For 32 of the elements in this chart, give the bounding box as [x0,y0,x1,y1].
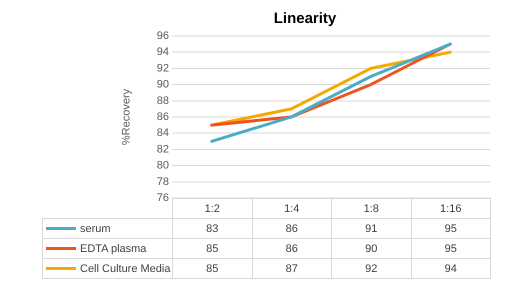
data-label: 90 [332,238,411,258]
data-label: 91 [332,218,411,238]
legend-label: serum [42,218,172,238]
data-label: 95 [411,218,490,238]
legend-label: EDTA plasma [42,238,172,258]
legend-label: Cell Culture Media [42,258,172,278]
y-tick-label: 94 [156,46,169,58]
y-tick-label: 90 [156,78,169,91]
y-axis-title: %Recovery [120,88,133,146]
data-label: 83 [172,218,252,238]
data-label: 94 [411,258,490,278]
y-tick-label: 86 [156,111,169,124]
data-label: 86 [252,238,332,258]
x-tick-label: 1:2 [172,198,252,218]
y-tick-label: 96 [156,30,169,42]
y-tick-label: 78 [156,176,169,188]
chart-title: Linearity [274,10,337,28]
x-tick-label: 1:16 [411,198,490,218]
data-label: 86 [252,218,332,238]
x-tick-label: 1:4 [252,198,332,218]
y-tick-label: 84 [156,127,169,140]
data-label: 85 [172,258,252,278]
y-tick-label: 88 [156,94,169,107]
x-tick-label: 1:8 [332,198,411,218]
data-label: 92 [332,258,411,278]
y-tick-label: 82 [156,143,169,156]
data-label: 87 [252,258,332,278]
y-tick-label: 80 [156,160,169,172]
data-label: 85 [172,238,252,258]
data-label: 95 [411,238,490,258]
y-tick-label: 92 [156,62,169,74]
y-tick-label: 76 [156,192,169,204]
